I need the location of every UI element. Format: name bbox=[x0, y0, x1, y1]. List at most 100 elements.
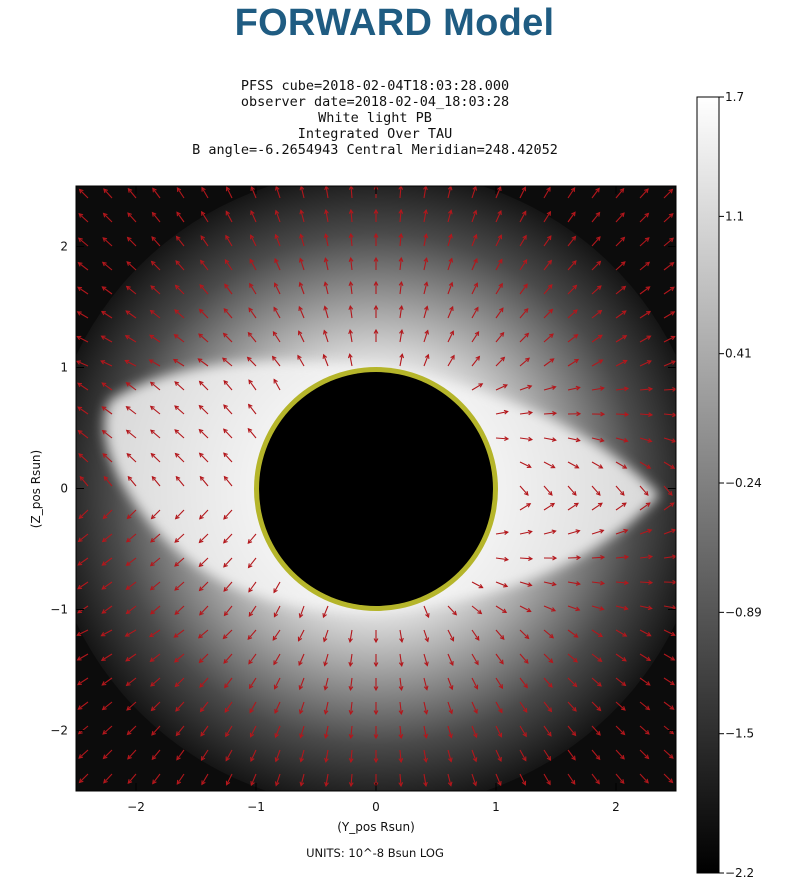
x-tick-label: −1 bbox=[247, 800, 265, 814]
vector-arrow-head bbox=[373, 304, 379, 310]
vector-arrow-head bbox=[670, 656, 676, 661]
vector-arrow-head bbox=[247, 563, 253, 569]
vector-arrow-head bbox=[274, 733, 279, 739]
vector-arrow-shaft bbox=[275, 749, 281, 762]
vector-arrow-shaft bbox=[519, 284, 528, 295]
vector-arrow-head bbox=[646, 632, 652, 637]
vector-arrow-head bbox=[348, 685, 354, 692]
vector-arrow-head bbox=[424, 305, 429, 311]
vector-arrow-shaft bbox=[350, 258, 353, 271]
vector-arrow-head bbox=[225, 780, 231, 786]
vector-arrow-shaft bbox=[567, 187, 576, 199]
vector-arrow-head bbox=[249, 282, 254, 288]
vector-arrow-shaft bbox=[125, 335, 137, 343]
vector-arrow-head bbox=[521, 780, 527, 786]
vector-arrow-head bbox=[348, 280, 354, 287]
vector-arrow-shaft bbox=[423, 258, 428, 271]
vector-arrow-head bbox=[425, 613, 430, 619]
vector-arrow-shaft bbox=[615, 413, 629, 416]
vector-arrow-head bbox=[423, 281, 429, 287]
vector-arrow-shaft bbox=[78, 533, 89, 542]
vector-arrow-shaft bbox=[77, 677, 89, 686]
vector-arrow-shaft bbox=[149, 629, 161, 638]
vector-arrow-head bbox=[668, 188, 674, 194]
vector-arrow-shaft bbox=[249, 259, 257, 271]
vector-arrow-shaft bbox=[176, 725, 185, 736]
vector-arrow-head bbox=[149, 381, 155, 387]
vector-arrow-head bbox=[151, 730, 156, 736]
vector-arrow-head bbox=[273, 282, 279, 288]
vector-arrow-head bbox=[472, 209, 478, 215]
vector-arrow-shaft bbox=[126, 286, 137, 295]
vector-arrow-shaft bbox=[149, 359, 161, 367]
vector-arrow-shaft bbox=[639, 485, 649, 496]
vector-arrow-shaft bbox=[197, 358, 209, 367]
vector-arrow-head bbox=[199, 284, 205, 289]
vector-arrow-shaft bbox=[299, 605, 305, 618]
vector-arrow-head bbox=[225, 210, 230, 216]
vector-arrow-shaft bbox=[248, 653, 257, 665]
vector-arrow-head bbox=[102, 212, 108, 218]
vector-arrow-shaft bbox=[423, 677, 428, 690]
vector-arrow-head bbox=[76, 656, 82, 661]
vector-arrow-shaft bbox=[298, 306, 305, 319]
vector-arrow-shaft bbox=[447, 306, 454, 319]
vector-arrow-shaft bbox=[247, 629, 257, 640]
vector-arrow-head bbox=[551, 607, 557, 612]
page-heading: FORWARD Model bbox=[234, 2, 555, 44]
vector-arrow-head bbox=[622, 359, 628, 365]
vector-arrow-shaft bbox=[101, 677, 113, 686]
vector-arrow-shaft bbox=[471, 258, 478, 271]
vector-arrow-shaft bbox=[226, 773, 233, 785]
y-tick-label: 1 bbox=[60, 361, 68, 375]
vector-arrow-shaft bbox=[639, 237, 650, 247]
vector-arrow-shaft bbox=[174, 309, 185, 319]
vector-arrow-shaft bbox=[150, 653, 161, 662]
vector-arrow-head bbox=[474, 306, 479, 312]
vector-arrow-shaft bbox=[272, 331, 281, 343]
vector-arrow-head bbox=[149, 405, 155, 411]
vector-arrow-shaft bbox=[101, 311, 113, 319]
vector-arrow-shaft bbox=[149, 334, 161, 343]
vector-arrow-head bbox=[548, 658, 554, 664]
vector-arrow-shaft bbox=[247, 428, 257, 439]
vector-arrow-head bbox=[174, 381, 180, 386]
vector-arrow-head bbox=[549, 333, 554, 339]
vector-arrow-shaft bbox=[591, 773, 600, 784]
vector-arrow-head bbox=[549, 633, 555, 639]
vector-arrow-shaft bbox=[471, 356, 480, 367]
vector-arrow-head bbox=[373, 710, 379, 716]
vector-arrow-shaft bbox=[519, 357, 530, 367]
vector-arrow-head bbox=[274, 781, 280, 787]
vector-arrow-head bbox=[274, 209, 280, 215]
vector-arrow-shaft bbox=[223, 308, 233, 319]
vector-arrow-shaft bbox=[102, 533, 113, 542]
vector-arrow-head bbox=[570, 187, 576, 193]
vector-arrow-shaft bbox=[79, 476, 89, 487]
vector-arrow-shaft bbox=[519, 749, 527, 761]
vector-arrow-head bbox=[526, 503, 532, 508]
vector-arrow-head bbox=[598, 464, 604, 469]
vector-arrow-head bbox=[448, 233, 453, 239]
vector-arrow-shaft bbox=[273, 379, 281, 391]
vector-arrow-head bbox=[199, 610, 204, 616]
vector-arrow-shaft bbox=[103, 213, 113, 223]
vector-arrow-head bbox=[527, 529, 533, 535]
vector-arrow-head bbox=[125, 537, 131, 543]
colorbar-tick-label: −0.89 bbox=[725, 605, 762, 619]
vector-arrow-shaft bbox=[76, 360, 89, 367]
vector-arrow-head bbox=[78, 188, 84, 194]
vector-arrow-shaft bbox=[350, 773, 353, 787]
vector-arrow-head bbox=[398, 710, 404, 716]
vector-arrow-shaft bbox=[495, 384, 508, 391]
vector-arrow-head bbox=[621, 656, 627, 662]
vector-arrow-head bbox=[250, 186, 255, 191]
vector-arrow-head bbox=[571, 260, 577, 266]
vector-arrow-shaft bbox=[663, 485, 673, 496]
vector-arrow-shaft bbox=[591, 437, 604, 442]
vector-arrow-head bbox=[151, 211, 157, 217]
vector-arrow-shaft bbox=[126, 533, 137, 543]
vector-arrow-head bbox=[447, 781, 453, 787]
vector-arrow-shaft bbox=[299, 701, 305, 714]
vector-arrow-head bbox=[472, 186, 478, 191]
